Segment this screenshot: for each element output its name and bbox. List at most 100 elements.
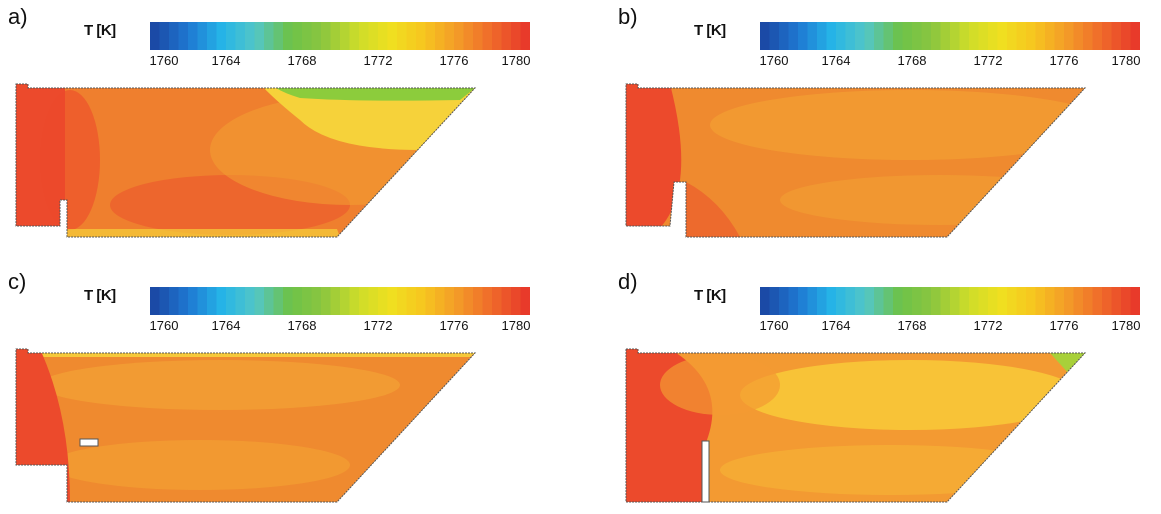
colorbar-swatch	[978, 22, 989, 50]
colorbar-swatch	[435, 287, 445, 315]
panel-label: b)	[618, 4, 638, 29]
colorbar-swatch	[188, 287, 198, 315]
colorbar-tick-label: 1780	[501, 53, 531, 68]
colorbar-swatch	[178, 287, 189, 315]
colorbar-swatch	[1045, 287, 1055, 315]
colorbar-swatch	[931, 22, 941, 50]
colorbar-tick-label: 1780	[1111, 53, 1141, 68]
colorbar-swatch	[969, 22, 979, 50]
colorbar-swatch	[760, 287, 770, 315]
colorbar	[150, 22, 530, 50]
colorbar-swatch	[1007, 287, 1017, 315]
colorbar-swatch	[1064, 287, 1074, 315]
colorbar-swatch	[1092, 22, 1103, 50]
colorbar-tick-label: 1772	[363, 53, 393, 68]
colorbar-swatch	[788, 287, 799, 315]
colorbar-swatch	[283, 287, 293, 315]
colorbar-swatch	[463, 287, 474, 315]
colorbar-swatch	[950, 287, 960, 315]
colorbar-tick-label: 1760	[759, 318, 789, 333]
colorbar-swatch	[387, 22, 398, 50]
colorbar-tick-label: 1760	[149, 318, 179, 333]
colorbar-swatch	[855, 287, 865, 315]
panel-c: c) T [K] 1760 1764 1768 1772 1776 1780	[0, 265, 580, 514]
temperature-field	[625, 83, 1087, 238]
colorbar-swatch	[921, 22, 932, 50]
colorbar-label: T [K]	[694, 22, 726, 39]
colorbar-swatch	[492, 22, 502, 50]
colorbar-swatch	[883, 22, 894, 50]
colorbar-swatch	[826, 22, 837, 50]
colorbar-swatch	[1102, 287, 1112, 315]
colorbar-swatch	[1045, 22, 1055, 50]
colorbar-swatch	[254, 287, 265, 315]
colorbar-swatch	[921, 287, 932, 315]
colorbar-swatch	[769, 22, 780, 50]
colorbar-swatch	[826, 287, 837, 315]
colorbar-swatch	[997, 287, 1008, 315]
colorbar-swatch	[520, 22, 530, 50]
colorbar-swatch	[1035, 287, 1046, 315]
colorbar-swatch	[1026, 287, 1036, 315]
colorbar-swatch	[273, 22, 284, 50]
colorbar-swatch	[349, 287, 360, 315]
colorbar-swatch	[159, 22, 170, 50]
colorbar-tick-label: 1780	[1111, 318, 1141, 333]
colorbar-swatch	[988, 22, 998, 50]
colorbar-tick-label: 1768	[897, 53, 927, 68]
colorbar-swatch	[902, 22, 913, 50]
colorbar-tick-label: 1768	[287, 53, 317, 68]
colorbar-swatch	[912, 287, 922, 315]
colorbar-swatch	[435, 22, 445, 50]
colorbar-swatch	[1092, 287, 1103, 315]
colorbar-swatch	[1083, 287, 1093, 315]
colorbar-swatch	[188, 22, 198, 50]
colorbar-swatch	[511, 22, 521, 50]
colorbar-swatch	[1083, 22, 1093, 50]
colorbar-swatch	[855, 22, 865, 50]
colorbar-tick-label: 1764	[821, 318, 851, 333]
colorbar-swatch	[883, 287, 894, 315]
colorbar-label: T [K]	[694, 287, 726, 304]
panel-b: b) T [K] 1760 1764 1768 1772 1776 1780	[610, 0, 1161, 249]
colorbar-ticks: 1760 1764 1768 1772 1776 1780	[759, 318, 1141, 338]
colorbar-swatch	[359, 287, 369, 315]
colorbar-swatch	[501, 22, 512, 50]
colorbar-tick-label: 1776	[1049, 53, 1079, 68]
colorbar-swatch	[416, 287, 426, 315]
colorbar-swatch	[1130, 22, 1140, 50]
colorbar-swatch	[235, 22, 246, 50]
panel-label: d)	[618, 269, 638, 294]
colorbar-swatch	[959, 287, 970, 315]
colorbar-swatch	[235, 287, 246, 315]
colorbar-swatch	[845, 287, 856, 315]
colorbar-swatch	[226, 22, 236, 50]
colorbar-swatch	[406, 287, 417, 315]
colorbar-swatch	[969, 287, 979, 315]
colorbar-swatch	[178, 22, 189, 50]
colorbar-swatch	[874, 22, 884, 50]
colorbar-swatch	[501, 287, 512, 315]
colorbar-swatch	[1016, 287, 1027, 315]
colorbar-swatch	[321, 287, 331, 315]
colorbar-swatch	[197, 22, 208, 50]
colorbar-swatch	[482, 22, 493, 50]
colorbar-swatch	[207, 287, 217, 315]
colorbar-swatch	[254, 22, 265, 50]
colorbar-swatch	[1111, 287, 1122, 315]
colorbar-swatch	[817, 22, 827, 50]
colorbar-tick-label: 1776	[1049, 318, 1079, 333]
colorbar-swatch	[349, 22, 360, 50]
panel-label: c)	[8, 269, 27, 294]
colorbar-swatch	[1035, 22, 1046, 50]
colorbar-swatch	[311, 22, 322, 50]
colorbar-swatch	[150, 22, 160, 50]
colorbar-swatch	[454, 22, 464, 50]
colorbar	[760, 22, 1140, 50]
colorbar-swatch	[482, 287, 493, 315]
colorbar-swatch	[283, 22, 293, 50]
colorbar-swatch	[779, 287, 789, 315]
colorbar-swatch	[1073, 22, 1084, 50]
colorbar-swatch	[368, 22, 379, 50]
colorbar-swatch	[197, 287, 208, 315]
